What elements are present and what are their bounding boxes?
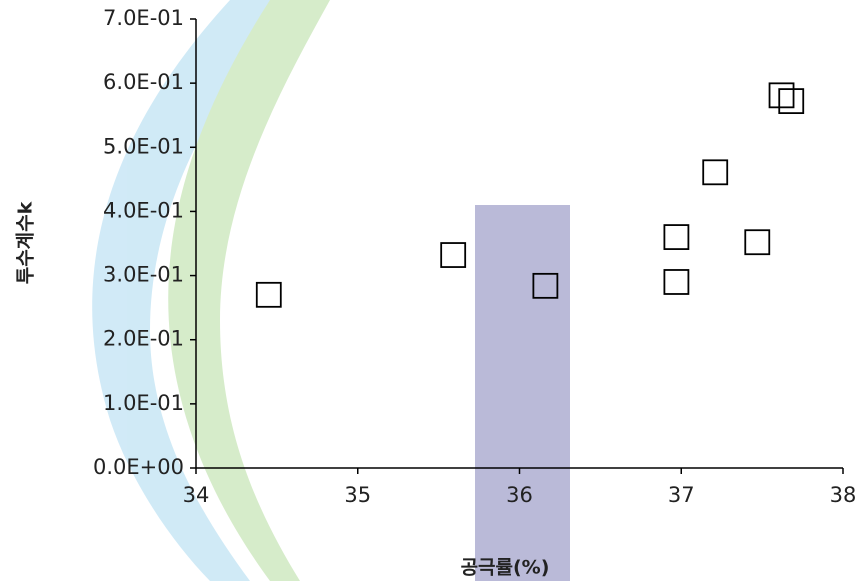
point: [770, 83, 794, 107]
point: [441, 243, 465, 267]
point: [257, 283, 281, 307]
y-tick-label: 6.0E-01: [103, 70, 184, 94]
point: [779, 89, 803, 113]
y-tick-label: 5.0E-01: [103, 134, 184, 158]
y-tick-label: 4.0E-01: [103, 198, 184, 222]
x-tick-label: 38: [830, 483, 857, 507]
y-tick-label: 1.0E-01: [103, 391, 184, 415]
y-tick-label: 0.0E+00: [93, 455, 184, 479]
x-axis-title: 공극률(%): [461, 557, 550, 579]
y-axis-title: 투수계수k: [15, 201, 37, 284]
y-tick-label: 2.0E-01: [103, 327, 184, 351]
point: [664, 270, 688, 294]
point: [703, 160, 727, 184]
x-tick-label: 37: [668, 483, 695, 507]
chart: 공극률(%) 투수계수k 0.0E+00 1.0E-01 2.0E-01 3.0E-0…: [0, 0, 863, 581]
y-tick-label: 3.0E-01: [103, 263, 184, 287]
point: [664, 225, 688, 249]
x-tick-label: 36: [506, 483, 533, 507]
x-tick-label: 34: [183, 483, 210, 507]
y-tick-label: 7.0E-01: [103, 6, 184, 30]
point: [745, 230, 769, 254]
x-tick-label: 35: [344, 483, 371, 507]
